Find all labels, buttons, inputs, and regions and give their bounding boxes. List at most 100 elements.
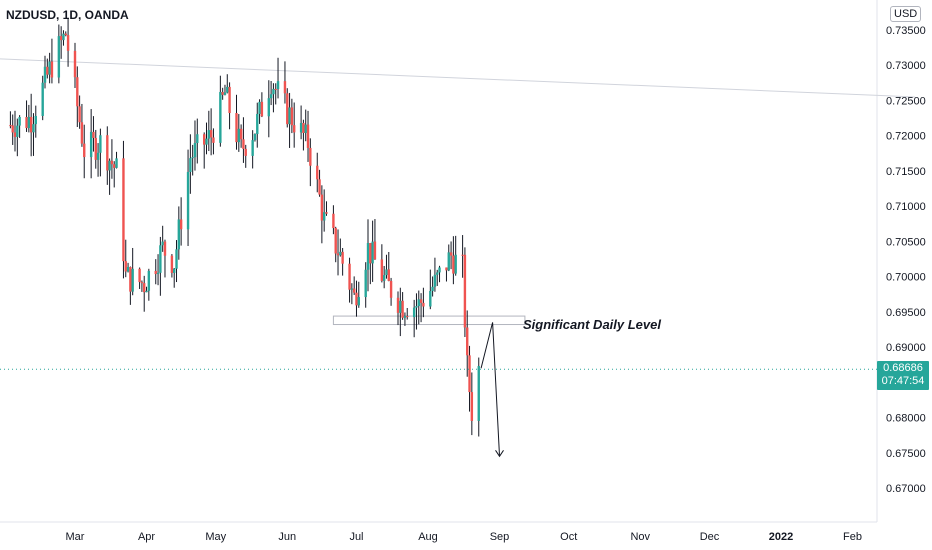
candle-body [96,152,100,160]
candle-body [355,292,358,306]
candle-body [373,241,377,260]
candle-body [237,128,241,143]
candle-body [389,280,393,298]
candle-body [50,61,54,78]
price-tick-label: 0.73500 [886,25,926,37]
time-tick-label: Jun [278,531,296,543]
candle-body [272,88,275,95]
projection-arrowhead [495,450,504,458]
candle-body [332,213,335,229]
candle-body [34,115,37,125]
bar-countdown: 07:47:54 [881,375,925,387]
candle-body [401,300,404,318]
candle-body [322,212,326,221]
time-tick-label: 2022 [769,531,793,543]
candle-body [431,286,434,291]
time-tick-label: Mar [66,531,85,543]
candle-body [470,392,474,421]
candle-body [274,88,277,90]
symbol-title: NZDUSD, 1D, OANDA [6,8,129,22]
candle-body [422,302,425,307]
candle-body [438,267,441,273]
candle-body [207,130,211,139]
candle-body [57,36,61,78]
trendline-segment [0,58,915,98]
candle-body [221,91,224,95]
candle-body [110,160,114,165]
candle-body [106,135,109,171]
projection-arrow [480,322,504,458]
candle-body [138,268,141,283]
candle-body [290,107,294,126]
candle-body [177,219,181,250]
candle-body [320,194,324,221]
time-tick-label: May [205,531,226,543]
candle-body [334,228,337,254]
time-tick-label: Apr [138,531,155,543]
candle-body [175,249,178,269]
price-tick-label: 0.71000 [886,201,926,213]
candle-body [64,33,67,36]
candle-body [436,272,439,275]
price-tick-label: 0.69500 [886,307,926,319]
candle-body [357,297,360,306]
candle-body [445,267,448,271]
candle-body [131,268,134,292]
candle-body [89,131,93,158]
candle-body [78,106,81,123]
time-tick-label: Aug [418,531,438,543]
candle-body [339,251,342,256]
candle-body [32,124,35,133]
candle-body [419,299,423,303]
candle-body [80,122,84,144]
candle-body [62,33,65,41]
projection-path [480,322,501,457]
candle-body [73,50,77,78]
candle-body [316,165,319,180]
candles [9,18,480,437]
candle-body [92,131,95,138]
candle-body [27,116,31,129]
candle-body [9,125,12,127]
candle-body [108,160,111,171]
price-tick-label: 0.67500 [886,448,926,460]
candle-body [412,307,416,318]
candle-body [228,86,231,114]
candle-body [124,261,127,272]
candle-body [173,268,176,273]
candle-body [179,219,183,230]
price-tick-label: 0.67000 [886,483,926,495]
candle-body [145,290,148,293]
candle-body [364,269,367,298]
candle-body [387,269,390,281]
candle-body [396,297,400,313]
candle-body [244,148,247,156]
candle-body [147,270,151,291]
candle-body [304,124,307,133]
candle-body [299,122,303,133]
last-price-tag: 0.68686 07:47:54 [877,361,929,390]
candle-body [466,327,469,356]
candle-body [170,255,174,273]
candle-body [276,81,280,89]
candle-body [306,124,310,148]
candle-body [286,93,289,125]
candle-body [122,158,125,262]
zone-rect [332,315,526,326]
candle-body [256,113,259,135]
candle-body [115,158,118,168]
candle-body [41,82,44,116]
last-price-value: 0.68686 [883,362,923,374]
currency-button[interactable]: USD [890,6,922,22]
candle-body [129,267,132,292]
candle-body [209,130,213,138]
time-axis-ticks: Mar Apr May Jun Jul Aug Sep Oct Nov Dec 2022 Feb [66,531,862,543]
candle-body [341,251,344,264]
candle-body [161,241,164,246]
candle-body [449,252,453,256]
candle-body [350,288,354,290]
candle-body [29,116,33,133]
candle-body [196,134,199,144]
candle-body [352,288,356,293]
